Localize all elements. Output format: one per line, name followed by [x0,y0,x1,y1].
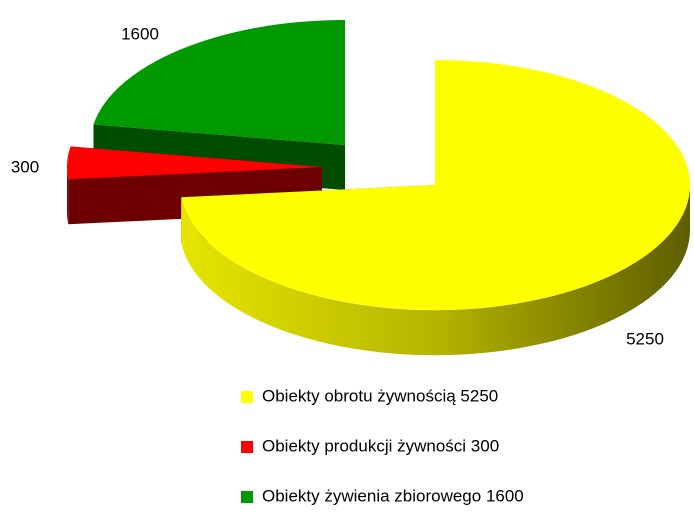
legend-label: Obiekty obrotu żywnością 5250 [262,386,498,405]
slice-top [181,60,690,311]
pie-slice [181,60,691,356]
slice-top [93,20,345,145]
data-label: 5250 [626,329,664,348]
data-label: 1600 [121,24,159,43]
legend-swatch [241,491,253,503]
legend-label: Obiekty żywienia zbiorowego 1600 [262,486,524,505]
slice-outer-wall [181,185,691,356]
slice-top [66,146,322,180]
slice-outer-wall [66,167,69,225]
data-label: 300 [11,157,39,176]
legend-swatch [241,391,253,403]
legend-label: Obiekty produkcji żywności 300 [262,436,499,455]
legend-swatch [241,441,253,453]
